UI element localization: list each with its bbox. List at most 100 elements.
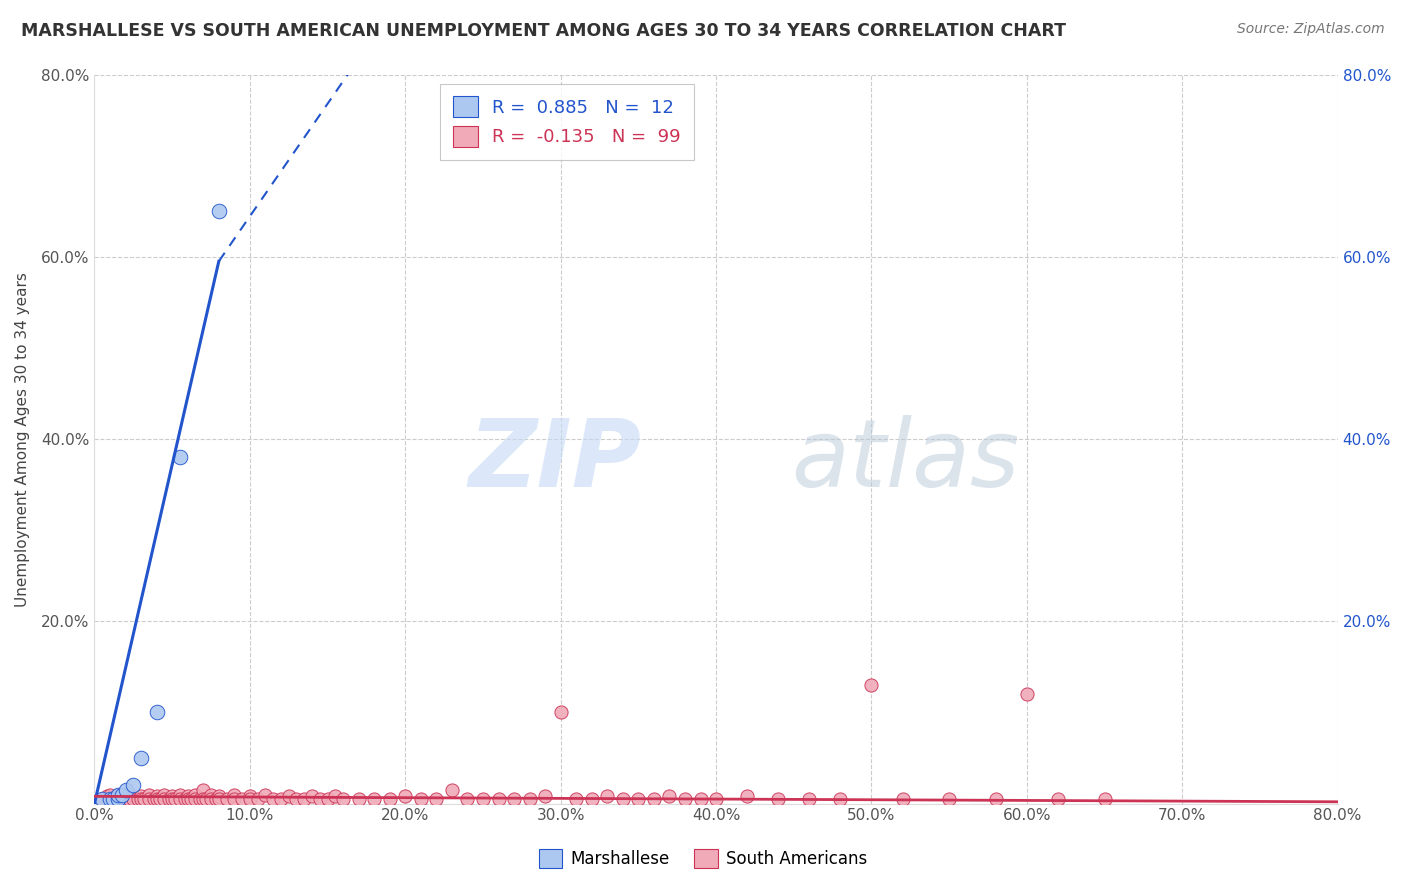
Point <box>301 789 323 804</box>
Point <box>612 792 634 806</box>
Point <box>101 792 124 806</box>
Point <box>177 789 200 804</box>
Point <box>363 792 385 806</box>
Point <box>208 792 231 806</box>
Point <box>472 792 495 806</box>
Point <box>107 788 129 802</box>
Point <box>145 789 167 804</box>
Point <box>160 789 183 804</box>
Point <box>224 788 246 802</box>
Point <box>596 789 619 804</box>
Point <box>122 792 145 806</box>
Point <box>111 789 134 804</box>
Point <box>534 789 557 804</box>
Point <box>188 792 211 806</box>
Point <box>277 789 299 804</box>
Point <box>98 788 121 802</box>
Point <box>316 792 339 806</box>
Point <box>129 789 152 804</box>
Point <box>394 789 416 804</box>
Point <box>239 789 262 804</box>
Point <box>643 792 665 806</box>
Point <box>173 792 195 806</box>
Point <box>138 792 160 806</box>
Point <box>107 792 129 806</box>
Point <box>565 792 588 806</box>
Point <box>153 792 176 806</box>
Text: Source: ZipAtlas.com: Source: ZipAtlas.com <box>1237 22 1385 37</box>
Point <box>292 792 315 806</box>
Point <box>503 792 526 806</box>
Point <box>332 792 354 806</box>
Point <box>378 792 401 806</box>
Point <box>891 792 914 806</box>
Point <box>224 792 246 806</box>
Point <box>118 792 141 806</box>
Point <box>270 792 292 806</box>
Point <box>129 792 152 806</box>
Point <box>114 792 136 806</box>
Point <box>488 792 510 806</box>
Legend: Marshallese, South Americans: Marshallese, South Americans <box>531 842 875 875</box>
Point <box>98 792 121 806</box>
Point <box>830 792 852 806</box>
Point <box>169 450 191 465</box>
Point <box>169 788 191 802</box>
Point <box>193 783 215 797</box>
Point <box>581 792 603 806</box>
Point <box>254 788 277 802</box>
Point <box>134 792 156 806</box>
Point <box>689 792 711 806</box>
Point <box>153 788 176 802</box>
Point <box>208 204 231 219</box>
Point <box>195 792 218 806</box>
Point <box>145 792 167 806</box>
Point <box>184 792 207 806</box>
Point <box>111 788 134 802</box>
Point <box>215 792 238 806</box>
Point <box>735 789 758 804</box>
Point <box>129 751 152 765</box>
Point <box>177 792 200 806</box>
Point <box>627 792 650 806</box>
Point <box>127 792 149 806</box>
Point <box>262 792 284 806</box>
Legend: R =  0.885   N =  12, R =  -0.135   N =  99: R = 0.885 N = 12, R = -0.135 N = 99 <box>440 84 693 160</box>
Point <box>200 788 222 802</box>
Point <box>145 706 167 720</box>
Point <box>200 792 222 806</box>
Point <box>114 788 136 802</box>
Point <box>860 678 883 692</box>
Point <box>101 792 124 806</box>
Point <box>138 788 160 802</box>
Y-axis label: Unemployment Among Ages 30 to 34 years: Unemployment Among Ages 30 to 34 years <box>15 272 30 607</box>
Point <box>107 788 129 802</box>
Point <box>180 792 202 806</box>
Point <box>325 789 347 804</box>
Point <box>658 789 681 804</box>
Point <box>122 789 145 804</box>
Point <box>96 789 118 804</box>
Point <box>122 778 145 792</box>
Point <box>204 792 226 806</box>
Point <box>984 792 1007 806</box>
Point <box>114 783 136 797</box>
Point <box>193 792 215 806</box>
Point <box>165 792 187 806</box>
Point <box>673 792 696 806</box>
Point <box>91 792 114 806</box>
Point <box>285 792 308 806</box>
Point <box>231 792 253 806</box>
Point <box>169 792 191 806</box>
Text: atlas: atlas <box>790 416 1019 507</box>
Point <box>246 792 269 806</box>
Point <box>1046 792 1069 806</box>
Point <box>799 792 821 806</box>
Point <box>519 792 541 806</box>
Text: ZIP: ZIP <box>468 415 641 507</box>
Point <box>704 792 727 806</box>
Point <box>938 792 960 806</box>
Point <box>308 792 330 806</box>
Point <box>425 792 447 806</box>
Point <box>98 792 121 806</box>
